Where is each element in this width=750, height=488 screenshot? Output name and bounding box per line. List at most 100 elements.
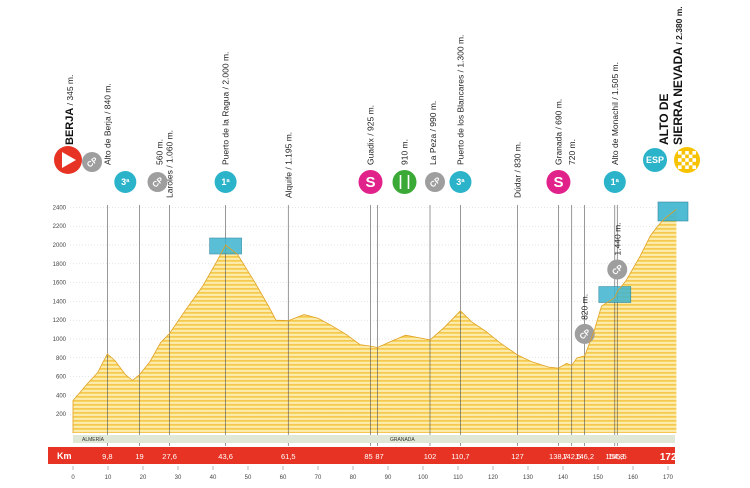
climb-cat-1-icon-text: 1ª	[221, 177, 230, 187]
y-tick-label: 800	[56, 356, 67, 362]
x-tick-label: 30	[175, 475, 182, 481]
km-marker-label: 110,7	[451, 452, 469, 461]
km-marker-label: 102	[424, 452, 437, 461]
finish-check	[685, 151, 689, 155]
feed-zone-icon	[392, 170, 417, 194]
x-tick-label: 140	[558, 475, 569, 481]
sprint-icon-shape	[358, 170, 383, 194]
x-tick-label: 50	[245, 475, 252, 481]
x-tick-label: 120	[488, 475, 499, 481]
finish-flag-icon	[674, 147, 700, 173]
y-tick-label: 1200	[53, 318, 67, 324]
finish-check	[692, 151, 696, 155]
altitude-area	[73, 209, 677, 433]
y-tick-label: 1400	[53, 299, 67, 305]
label-d-dar: Dúdar / 830 m.	[513, 142, 523, 198]
km-marker-label: 87	[375, 452, 383, 461]
x-tick-label: 70	[315, 475, 322, 481]
x-tick-label: 10	[105, 475, 112, 481]
km-marker-label: 27,6	[162, 452, 177, 461]
finish-check	[688, 161, 693, 166]
x-tick-label: 160	[628, 475, 639, 481]
control-point-icon: CP	[82, 152, 102, 172]
x-axis-ticks: 0 10 20 30 40 50 60 70 80 90 100 110 120 130 140 150 160…	[71, 466, 674, 481]
point-name: Granada	[553, 130, 563, 165]
x-tick-label: 170	[663, 475, 674, 481]
y-tick-label: 200	[56, 412, 67, 418]
km-marker-label: 142,5	[562, 452, 581, 461]
control-point-icon-shape	[574, 323, 595, 344]
climb-cat-3-icon: 3ª	[114, 171, 137, 193]
special-category-icon-text: ESP	[646, 155, 664, 165]
finish-check	[678, 165, 682, 169]
label-alto-de-monachil: Alto de Monachil / 1.505 m.	[610, 62, 620, 165]
point-altitude: / 840 m.	[102, 83, 112, 114]
label-alquife: Alquife / 1.195 m.	[283, 132, 293, 198]
label-alto-de-berja: Alto de Berja / 840 m.	[102, 83, 112, 165]
summit-box-monachil	[598, 286, 632, 303]
control-point-icon-shape	[82, 152, 102, 172]
point-altitude: / 1.060 m.	[165, 130, 175, 168]
control-point-icon-shape	[425, 172, 445, 192]
sprint-icon-text: S	[553, 174, 563, 191]
label-km-146.2: 820 m.	[580, 294, 590, 320]
point-name: ALTO DE	[657, 93, 671, 145]
climb-cat-1-icon-shape	[603, 171, 626, 193]
point-icons: CP 3ª CP 1ª S CP 3ª S CP 1ª CP ESP	[54, 146, 700, 344]
km-marker-label: 9,8	[102, 452, 112, 461]
x-tick-label: 60	[280, 475, 287, 481]
km-bar	[48, 447, 675, 464]
point-name: La Peza	[428, 131, 438, 165]
point-altitude: 720 m.	[567, 139, 577, 165]
control-point-icon: CP	[147, 172, 168, 192]
special-category-icon-shape	[643, 148, 667, 172]
point-name: Alquife	[283, 170, 293, 198]
label-km-19: 560 m.	[155, 139, 165, 165]
climb-cat-1-icon: 1ª	[603, 171, 626, 193]
label-puerto-de-la-ragua: Puerto de la Ragua / 2.000 m.	[221, 52, 231, 165]
summit-box-ragua	[209, 237, 242, 255]
finish-check	[681, 154, 686, 159]
label-km-142.5: 720 m.	[567, 139, 577, 165]
x-tick-label: 90	[385, 475, 392, 481]
finish-check	[685, 165, 689, 169]
label-granada: Granada / 690 m.	[553, 99, 563, 165]
y-tick-label: 2200	[53, 224, 67, 230]
km-marker-label: 127	[511, 452, 524, 461]
point-name: Laroles	[165, 168, 175, 198]
point-altitude: / 2.380 m.	[674, 6, 684, 47]
sprint-icon-shape	[546, 170, 571, 194]
x-tick-label: 150	[593, 475, 604, 481]
control-point-icon-shape	[607, 259, 628, 280]
km-marker-label: 146,2	[575, 452, 594, 461]
point-altitude: / 1.505 m.	[610, 62, 620, 100]
label-puerto-de-los-blancares: Puerto de los Blancares / 1.300 m.	[455, 35, 465, 165]
point-altitude: / 690 m.	[553, 99, 563, 130]
point-name-2: SIERRA NEVADA	[671, 47, 685, 145]
point-altitude: 910 m.	[400, 139, 410, 165]
sprint-icon: S	[546, 170, 571, 194]
point-altitude: / 830 m.	[513, 142, 523, 173]
label-sierra-nevada: ALTO DE	[657, 93, 671, 145]
point-name: BERJA	[64, 108, 76, 145]
climb-cat-3-icon: 3ª	[449, 171, 472, 193]
y-tick-label: 1000	[53, 337, 67, 343]
point-labels: BERJA / 345 m. Alto de Berja / 840 m. 560 …	[64, 6, 685, 320]
y-tick-label: 1600	[53, 281, 67, 287]
climb-summit-boxes	[209, 201, 689, 303]
y-tick-label: 1800	[53, 262, 67, 268]
finish-check	[678, 158, 682, 162]
point-altitude: 820 m.	[580, 294, 590, 320]
km-marker-label: 155,5	[608, 452, 627, 461]
km-final-label: 172,4	[660, 452, 685, 463]
km-marker-label: 19	[135, 452, 143, 461]
point-name: Alto de Berja	[102, 114, 112, 165]
point-name: Puerto de la Ragua	[221, 89, 231, 165]
control-point-icon-shape	[147, 172, 168, 192]
control-point-icon: CP	[574, 323, 595, 344]
feed-zone-icon-shape	[392, 170, 417, 194]
km-marker-labels: 9,8 19 27,6 43,6 61,5 85 87 102 110,7 127 138,7142…	[102, 452, 685, 463]
region-label-granada: GRANADA	[390, 437, 415, 443]
control-point-icon: CP	[607, 259, 628, 280]
